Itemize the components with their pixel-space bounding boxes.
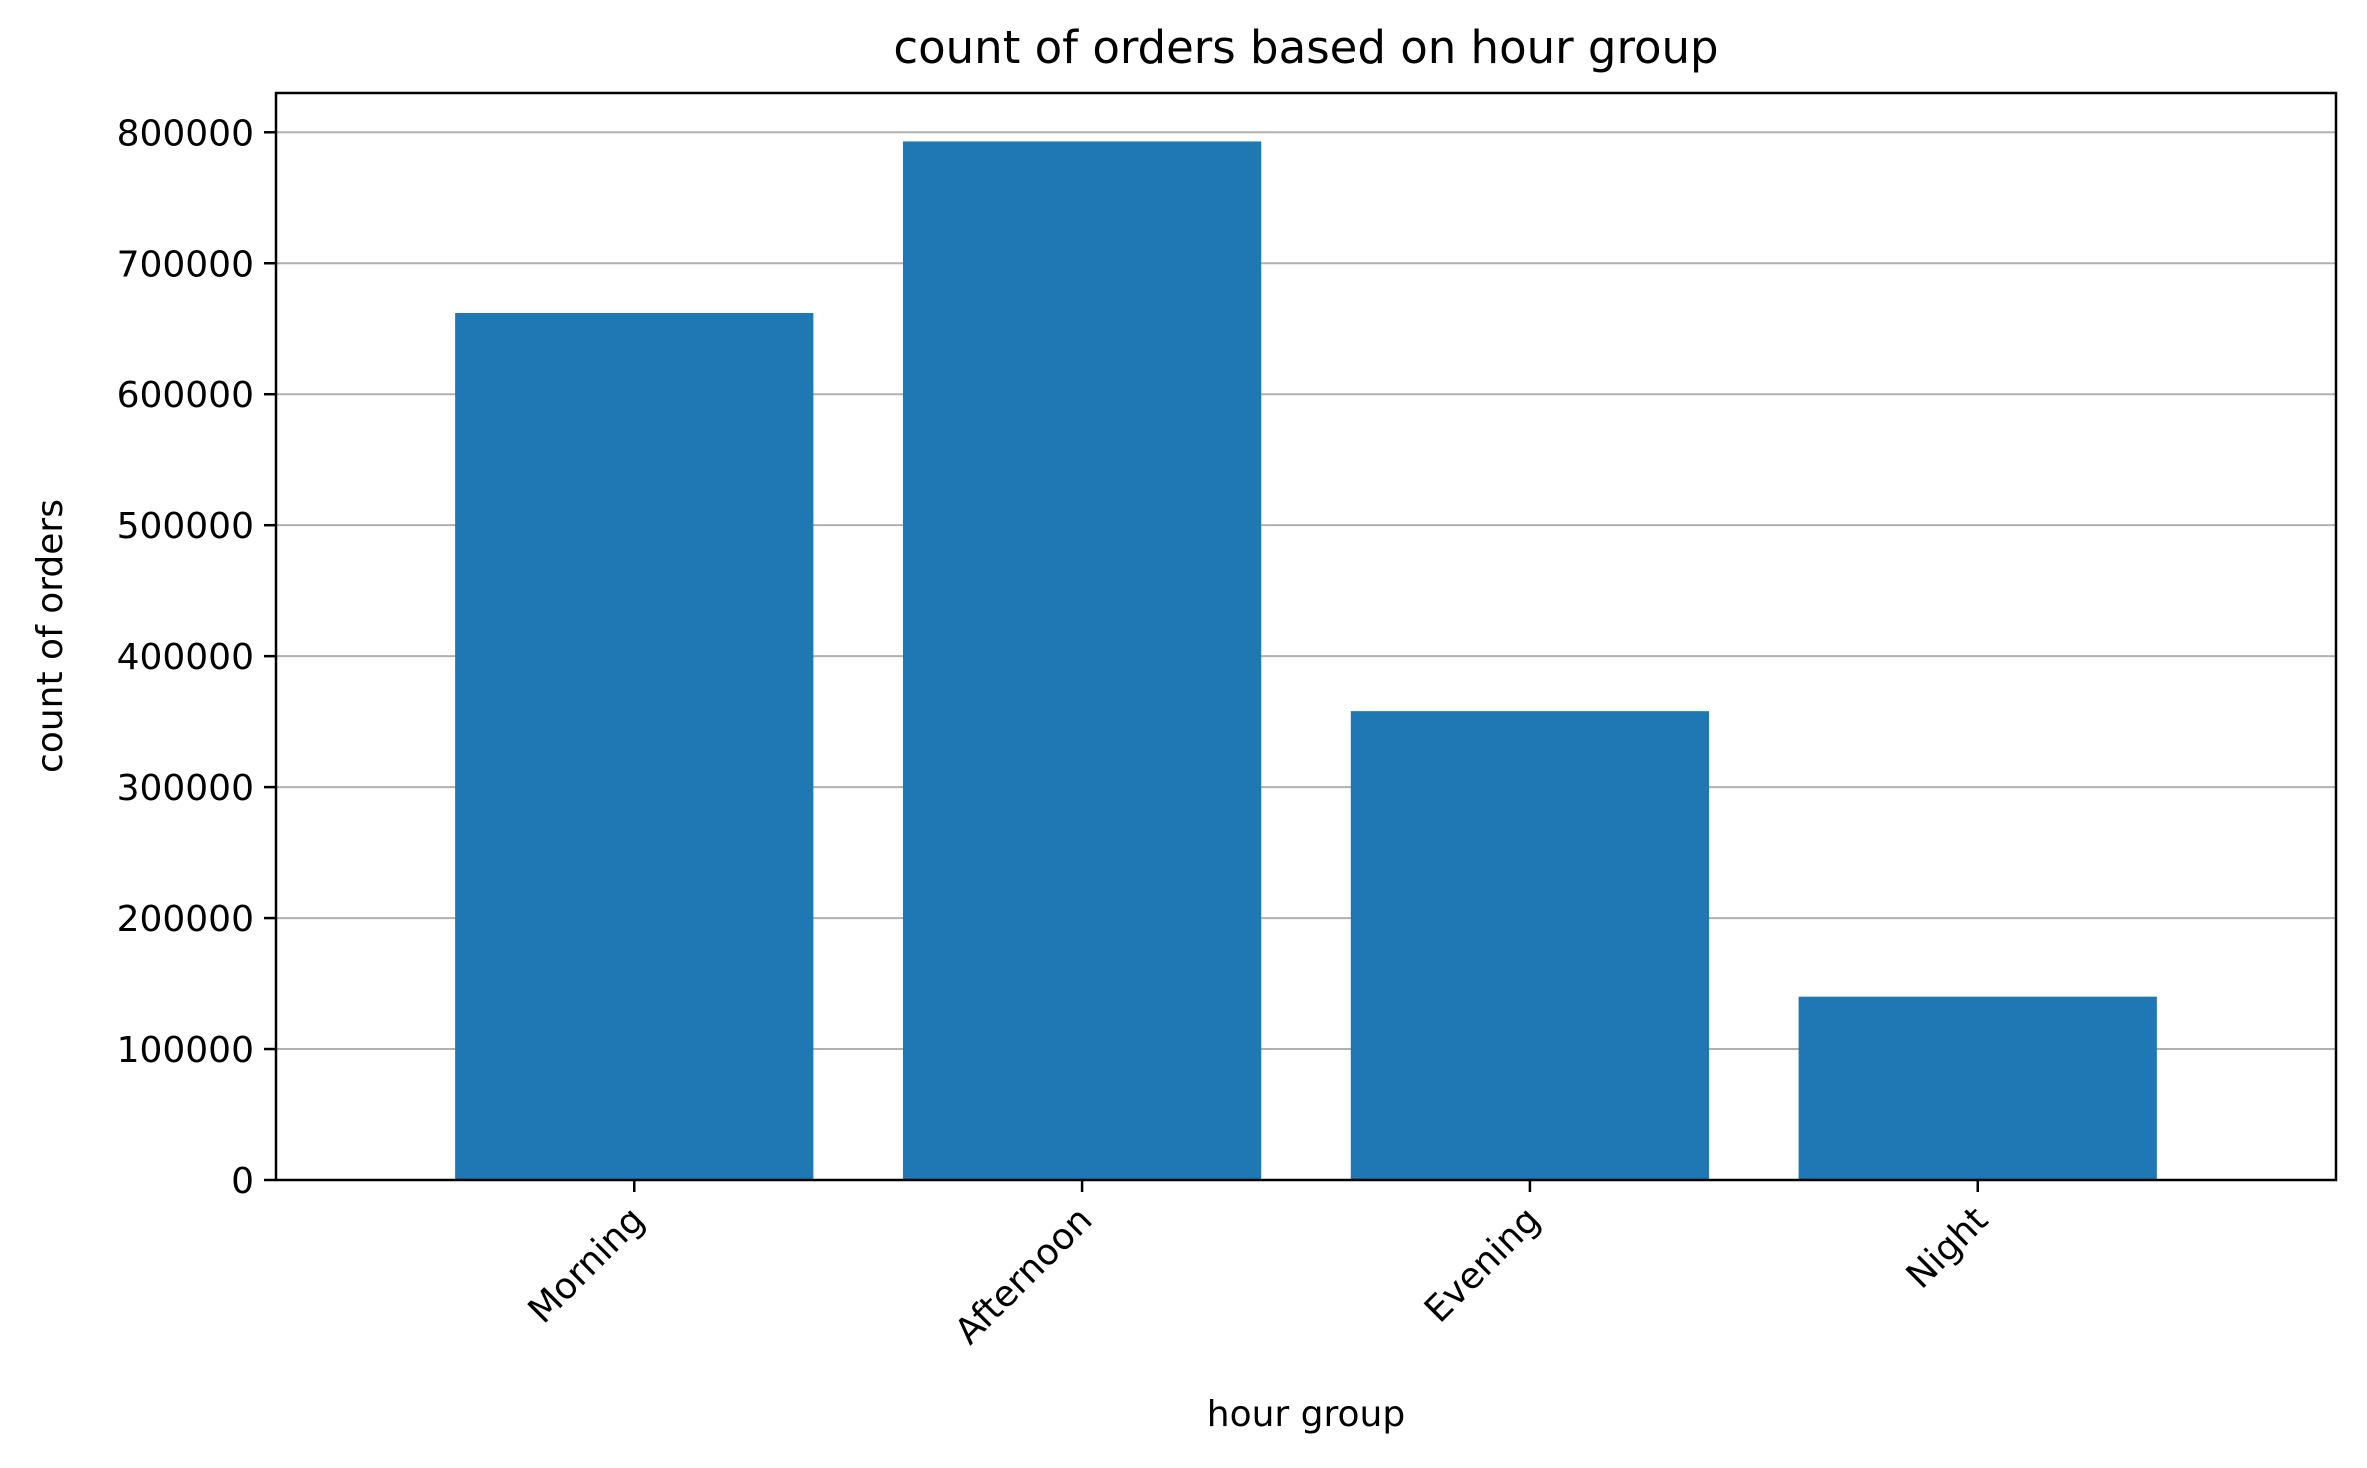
- y-tick-label: 600000: [117, 375, 254, 416]
- y-tick-label: 500000: [117, 506, 254, 547]
- y-axis-label: count of orders: [30, 499, 71, 773]
- chart-title: count of orders based on hour group: [893, 21, 1718, 74]
- y-axis: 0 100000 200000 300000 400000 500000 600000 700…: [117, 113, 276, 1202]
- y-tick-label: 700000: [117, 244, 254, 285]
- x-axis-label: hour group: [1207, 1394, 1405, 1435]
- bar-evening: [1350, 711, 1710, 1180]
- y-tick-label: 0: [231, 1161, 254, 1202]
- bar-morning: [455, 313, 814, 1180]
- y-tick-label: 100000: [117, 1030, 254, 1071]
- bar-night: [1798, 996, 2157, 1180]
- plot-frame: [274, 91, 2338, 1182]
- y-tick-label: 800000: [117, 113, 254, 154]
- bars: [455, 141, 2157, 1180]
- bar-afternoon: [902, 141, 1262, 1180]
- y-tick-label: 200000: [117, 899, 254, 940]
- y-tick-label: 300000: [117, 768, 254, 809]
- y-tick-label: 400000: [117, 637, 254, 678]
